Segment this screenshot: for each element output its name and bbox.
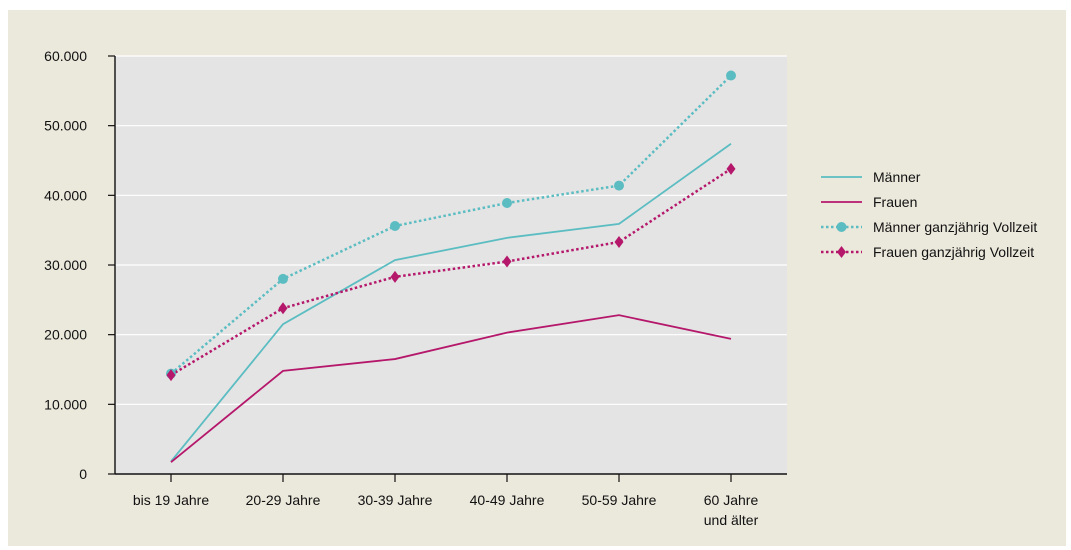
series-line-0 (170, 143, 732, 463)
y-tick-label: 40.000 (44, 187, 87, 203)
y-tick-label: 60.000 (44, 48, 87, 64)
data-point-3 (614, 236, 624, 249)
y-tick-label: 50.000 (44, 118, 87, 134)
x-tick-label: und älter (704, 512, 759, 528)
x-tick-label: 60 Jahre (704, 492, 759, 508)
data-point-3 (278, 302, 288, 315)
y-axis-tick-labels: 0 10.000 20.000 30.000 40.000 50.000 60.000 (44, 48, 87, 482)
legend-marker (837, 246, 846, 258)
legend-marker (836, 222, 847, 232)
x-tick-label: 40-49 Jahre (470, 492, 545, 508)
x-tick-label: 30-39 Jahre (358, 492, 433, 508)
data-point-3 (726, 162, 736, 175)
data-point-3 (166, 369, 176, 382)
y-tick-label: 10.000 (44, 396, 87, 412)
legend-label: Frauen ganzjährig Vollzeit (873, 244, 1034, 260)
x-tick-label: bis 19 Jahre (133, 492, 209, 508)
data-point-3 (390, 270, 400, 283)
gridlines (115, 55, 787, 405)
legend-label: Männer (873, 169, 921, 185)
legend-label: Frauen (873, 194, 917, 210)
data-point-2 (614, 180, 624, 191)
data-point-2 (390, 220, 400, 231)
y-tick-label: 0 (79, 466, 87, 482)
series-line-3 (170, 167, 732, 377)
data-point-2 (726, 70, 736, 81)
y-tick-label: 20.000 (44, 327, 87, 343)
axes (108, 55, 787, 482)
data-point-3 (502, 255, 512, 268)
x-axis-tick-labels: bis 19 Jahre 20-29 Jahre 30-39 Jahre 40-49 … (133, 492, 759, 528)
data-point-2 (502, 197, 512, 208)
x-tick-label: 20-29 Jahre (246, 492, 321, 508)
legend: Männer Frauen Männer ganzjährig Vollzeit Fr… (821, 169, 1037, 260)
series-group (166, 70, 736, 463)
legend-label: Männer ganzjährig Vollzeit (873, 219, 1037, 235)
data-point-2 (278, 273, 288, 284)
x-tick-label: 50-59 Jahre (582, 492, 657, 508)
series-line-2 (170, 74, 732, 375)
y-tick-label: 30.000 (44, 257, 87, 273)
series-line-1 (170, 314, 732, 463)
